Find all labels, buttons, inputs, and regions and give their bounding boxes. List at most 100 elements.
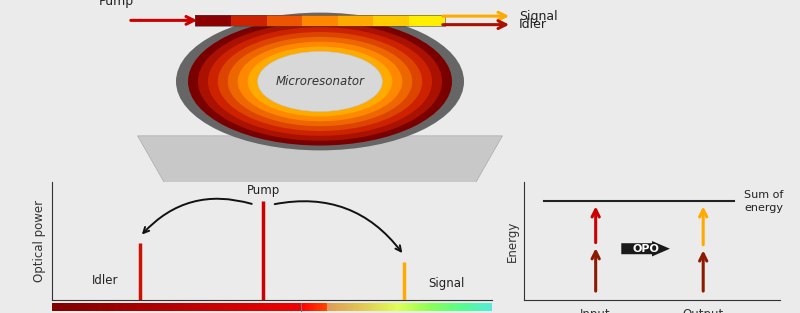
Bar [461, 303, 464, 311]
Bar [130, 303, 135, 311]
Bar [263, 303, 268, 311]
Bar [401, 303, 404, 311]
Bar [446, 303, 450, 311]
Bar [106, 303, 110, 311]
Bar [332, 303, 334, 311]
Ellipse shape [238, 42, 402, 121]
Bar [135, 303, 139, 311]
Text: Idler: Idler [519, 18, 547, 31]
Bar [164, 303, 169, 311]
Bar [356, 303, 358, 311]
Bar [234, 303, 239, 311]
Bar [487, 303, 490, 311]
Bar [118, 303, 123, 311]
Bar [280, 303, 285, 311]
Bar [206, 303, 210, 311]
Bar [374, 15, 409, 26]
Bar [396, 303, 399, 311]
Bar [195, 15, 231, 26]
Bar [420, 303, 423, 311]
Bar [454, 303, 457, 311]
Bar [482, 303, 486, 311]
Bar [210, 303, 214, 311]
Bar [226, 303, 230, 311]
Bar [322, 303, 325, 311]
Bar [425, 303, 428, 311]
Bar [458, 303, 462, 311]
Bar [77, 303, 82, 311]
Bar [485, 303, 488, 311]
Bar [65, 303, 69, 311]
Bar [365, 303, 368, 311]
Bar [449, 303, 452, 311]
Polygon shape [138, 136, 502, 186]
Bar [344, 303, 346, 311]
Bar [382, 303, 385, 311]
Bar [372, 303, 375, 311]
Bar [334, 303, 337, 311]
Bar [490, 303, 493, 311]
Bar [346, 303, 349, 311]
Bar [432, 303, 435, 311]
Bar [370, 303, 373, 311]
Bar [255, 303, 260, 311]
Bar [430, 303, 433, 311]
Bar [468, 303, 471, 311]
Bar [418, 303, 421, 311]
Bar [351, 303, 354, 311]
Bar [408, 303, 411, 311]
Bar [266, 15, 302, 26]
Bar [238, 303, 243, 311]
Bar [271, 303, 276, 311]
Text: OPO: OPO [632, 244, 659, 254]
Bar [168, 303, 173, 311]
Bar [73, 303, 78, 311]
Bar [342, 303, 344, 311]
Bar [330, 303, 332, 311]
Ellipse shape [258, 51, 382, 112]
Ellipse shape [208, 27, 432, 136]
Bar [176, 303, 181, 311]
Bar [361, 303, 363, 311]
Ellipse shape [258, 51, 382, 112]
Bar [259, 303, 264, 311]
Ellipse shape [218, 32, 422, 131]
Bar [242, 303, 247, 311]
Bar [339, 303, 342, 311]
Y-axis label: Energy: Energy [506, 220, 518, 262]
Bar [114, 303, 118, 311]
Bar [403, 303, 406, 311]
Bar [195, 15, 445, 26]
Bar [193, 303, 198, 311]
Text: Microresonator: Microresonator [275, 75, 365, 88]
Text: Input: Input [580, 308, 611, 313]
Text: Signal: Signal [428, 277, 465, 290]
Bar [172, 303, 177, 311]
Bar [98, 303, 102, 311]
Bar [475, 303, 478, 311]
Bar [56, 303, 61, 311]
Bar [251, 303, 255, 311]
Bar [214, 303, 218, 311]
Bar [410, 303, 414, 311]
Bar [349, 303, 351, 311]
Bar [422, 303, 426, 311]
Bar [197, 303, 202, 311]
Bar [181, 303, 185, 311]
Bar [284, 303, 289, 311]
Bar [302, 15, 338, 26]
Bar [327, 303, 330, 311]
Bar [394, 303, 397, 311]
Bar [230, 303, 234, 311]
Bar [222, 303, 226, 311]
Text: Pump: Pump [246, 184, 280, 197]
Bar [143, 303, 148, 311]
Bar [306, 303, 308, 311]
Text: Pump: Pump [98, 0, 134, 8]
Bar [434, 303, 438, 311]
Bar [267, 303, 272, 311]
FancyArrow shape [622, 241, 670, 256]
Bar [231, 15, 266, 26]
Bar [470, 303, 474, 311]
Bar [444, 303, 447, 311]
